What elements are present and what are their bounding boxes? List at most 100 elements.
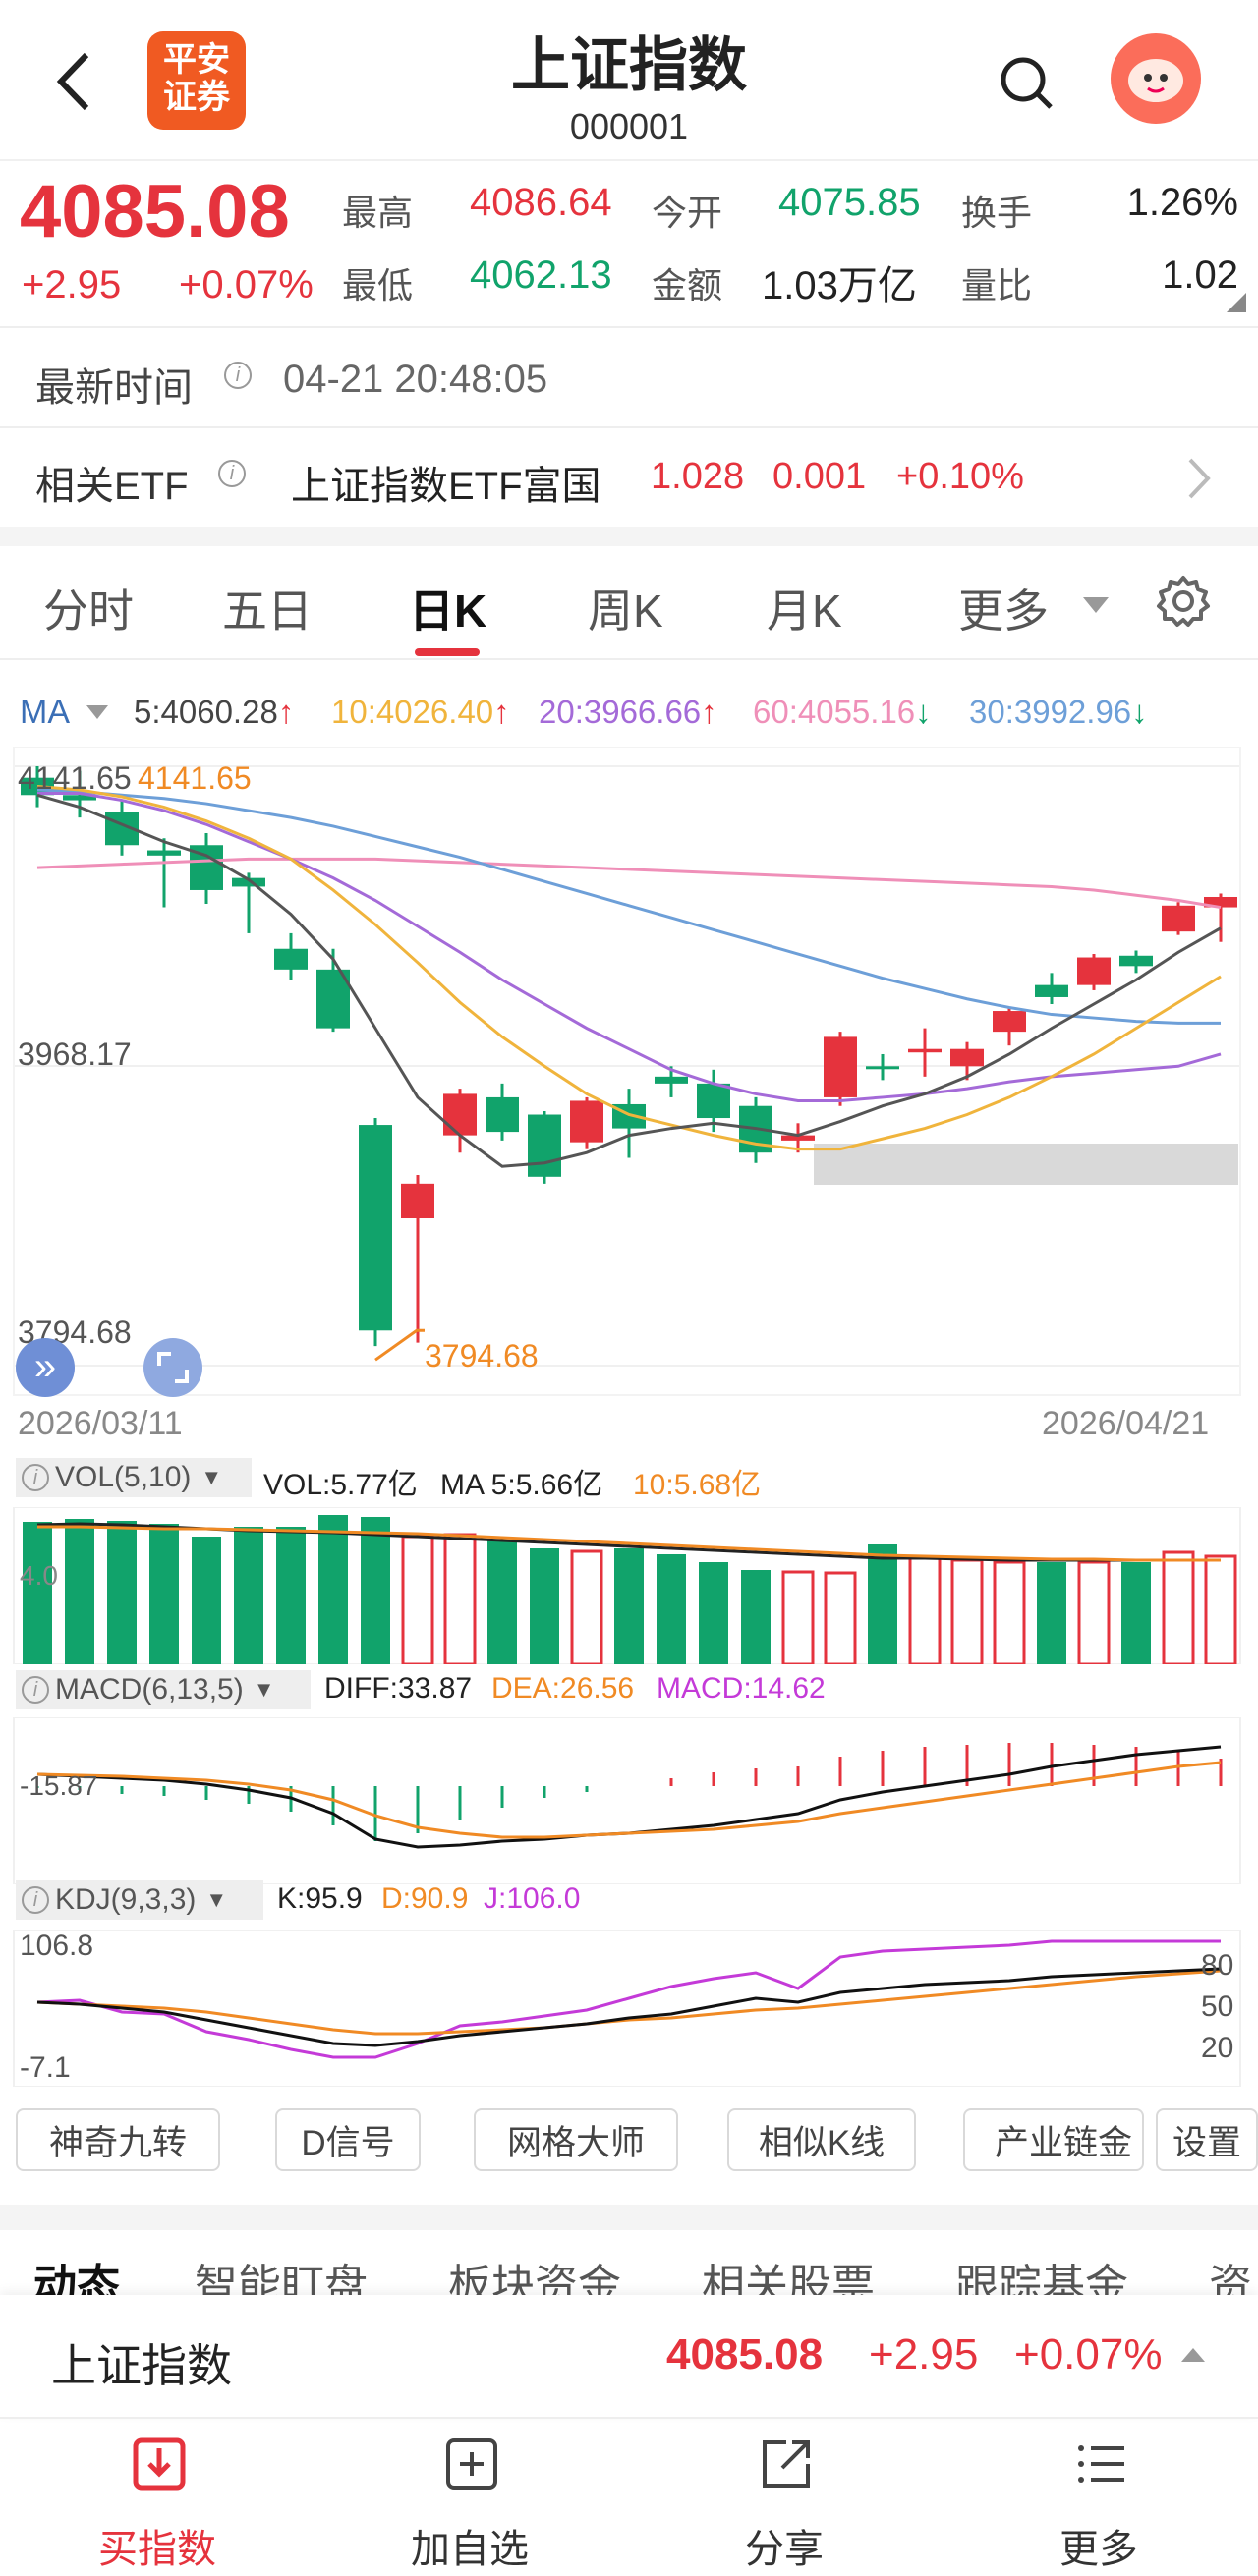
volume-bar [361,1517,390,1664]
date-end: 2026/04/21 [1042,1405,1210,1442]
kline-chart[interactable] [0,747,1258,1415]
ma30-line [36,788,1221,1025]
candle-body [655,1076,688,1084]
candle-body [63,795,96,801]
tab-intraday[interactable]: 分时 [43,586,134,637]
macd-chart[interactable] [0,1717,1258,1884]
expand-corner-icon[interactable] [1227,293,1246,312]
content-tab-more[interactable]: 资 [1209,2262,1252,2295]
volume-bar [1037,1562,1066,1664]
content-tab-related-stocks[interactable]: 相关股票 [702,2262,875,2295]
candle-body [993,1011,1026,1033]
kdj-y-top: 106.8 [20,1930,94,1962]
tab-daily-k[interactable]: 日K [409,586,487,637]
ma20-line [37,792,1222,1102]
nav-share-label: 分享 [745,2528,824,2571]
panel-frame [13,1507,1241,1664]
tool-similar-k-button[interactable]: 相似K线 [727,2108,916,2171]
fast-forward-icon[interactable]: » [16,1338,75,1397]
ma-label: MA [20,694,70,731]
nav-share[interactable] [686,2427,883,2576]
low-callout: 3794.68 [425,1338,539,1373]
tool-grid-master-button[interactable]: 网格大师 [474,2108,678,2171]
tab-weekly-k[interactable]: 周K [588,586,663,637]
tab-more[interactable]: 更多 [958,586,1049,637]
ma60-value: 60:4055.16↓ [753,694,932,730]
macd-dea: DEA:26.56 [491,1672,635,1705]
high-value: 4086.64 [470,181,612,224]
panel-frame [13,1930,1241,2087]
tab-five-day[interactable]: 五日 [222,586,313,637]
tool-nine-turn-button[interactable]: 神奇九转 [16,2108,220,2171]
kdj-d-line [36,1969,1222,2036]
amount-label: 金额 [652,265,723,306]
bottom-quote-bar[interactable]: 上证指数 4085.08 +2.95 +0.07% [0,2295,1258,2419]
kdj-k: K:95.9 [277,1882,363,1915]
volume-bar [1162,1550,1195,1664]
kdj-ref-50: 50 [1201,1990,1234,2023]
content-tab-smart-watch[interactable]: 智能盯盘 [195,2262,368,2295]
gear-icon[interactable] [1156,574,1211,629]
tool-industry-chain-button[interactable]: 产业链金 [963,2108,1144,2171]
volume-chart[interactable] [0,1507,1258,1664]
bottom-quote-change: +2.95 [869,2330,979,2379]
dropdown-triangle-icon[interactable] [86,705,108,719]
kdj-chart[interactable] [0,1930,1258,2087]
candle-body [443,1093,477,1136]
candle-body [697,1083,730,1119]
back-icon[interactable] [49,47,98,116]
vol-value: VOL:5.77亿 [263,1469,418,1501]
etf-label: 相关ETF [35,465,189,508]
etf-row[interactable]: 相关ETF i 上证指数ETF富国 1.028 0.001 +0.10% [0,428,1258,527]
vol-indicator-tag[interactable]: i VOL(5,10) ▼ [16,1458,252,1497]
candle-body [1035,984,1068,997]
low-label: 最低 [342,265,414,306]
ma-selector[interactable]: MA [20,694,70,732]
date-start: 2026/03/11 [18,1405,183,1442]
content-tab-sector-fund[interactable]: 板块资金 [448,2262,621,2295]
bottom-quote-price: 4085.08 [666,2330,824,2379]
volume-bar [192,1537,221,1664]
kdj-indicator-tag[interactable]: i KDJ(9,3,3) ▼ [16,1880,263,1920]
low-value: 4062.13 [470,253,612,297]
nav-buy-index-label: 买指数 [98,2528,216,2571]
candle-body [401,1183,434,1219]
macd-dea-line [36,1761,1222,1839]
search-icon[interactable] [998,54,1057,113]
expand-up-icon[interactable] [1181,2348,1205,2362]
candle-body [1162,905,1195,932]
tool-settings-button[interactable]: 设置 [1156,2108,1258,2171]
macd-value: MACD:14.62 [657,1672,826,1705]
info-icon[interactable]: i [224,362,257,389]
nav-buy-index[interactable] [59,2427,256,2576]
volume-bar [781,1570,815,1664]
candle-body [147,850,181,856]
etf-price: 1.028 [651,456,745,497]
candle-body [1077,957,1111,985]
stock-code: 000001 [569,106,689,146]
fullscreen-icon[interactable] [143,1338,202,1397]
content-tabs: 动态 智能盯盘 板块资金 相关股票 跟踪基金 资 [0,2230,1258,2295]
tool-d-signal-button[interactable]: D信号 [275,2108,421,2171]
kdj-k-line [36,1967,1222,2047]
candle-body [866,1066,899,1070]
y-axis-mid-label: 3968.17 [18,1036,132,1072]
menu-list-icon [1073,2436,1128,2492]
dropdown-triangle-icon[interactable] [1083,597,1109,613]
price-change: +2.95 [22,263,122,307]
assistant-avatar-icon[interactable] [1111,33,1201,124]
nav-more[interactable] [1001,2427,1197,2576]
vol-ma10-line [37,1525,1221,1562]
content-tab-tracking-funds[interactable]: 跟踪基金 [955,2262,1128,2295]
info-icon[interactable]: i [218,460,252,487]
ma10-value: 10:4026.40↑ [331,694,510,730]
tab-monthly-k[interactable]: 月K [767,586,842,637]
kdj-j: J:106.0 [484,1882,581,1915]
content-tab-news[interactable]: 动态 [33,2262,120,2295]
volume-bar [950,1558,984,1664]
share-icon [759,2436,814,2492]
macd-indicator-tag[interactable]: i MACD(6,13,5) ▼ [16,1670,311,1709]
turnover-label: 换手 [961,193,1033,233]
nav-add-watchlist[interactable] [372,2427,568,2576]
volume-bar [1204,1554,1237,1664]
